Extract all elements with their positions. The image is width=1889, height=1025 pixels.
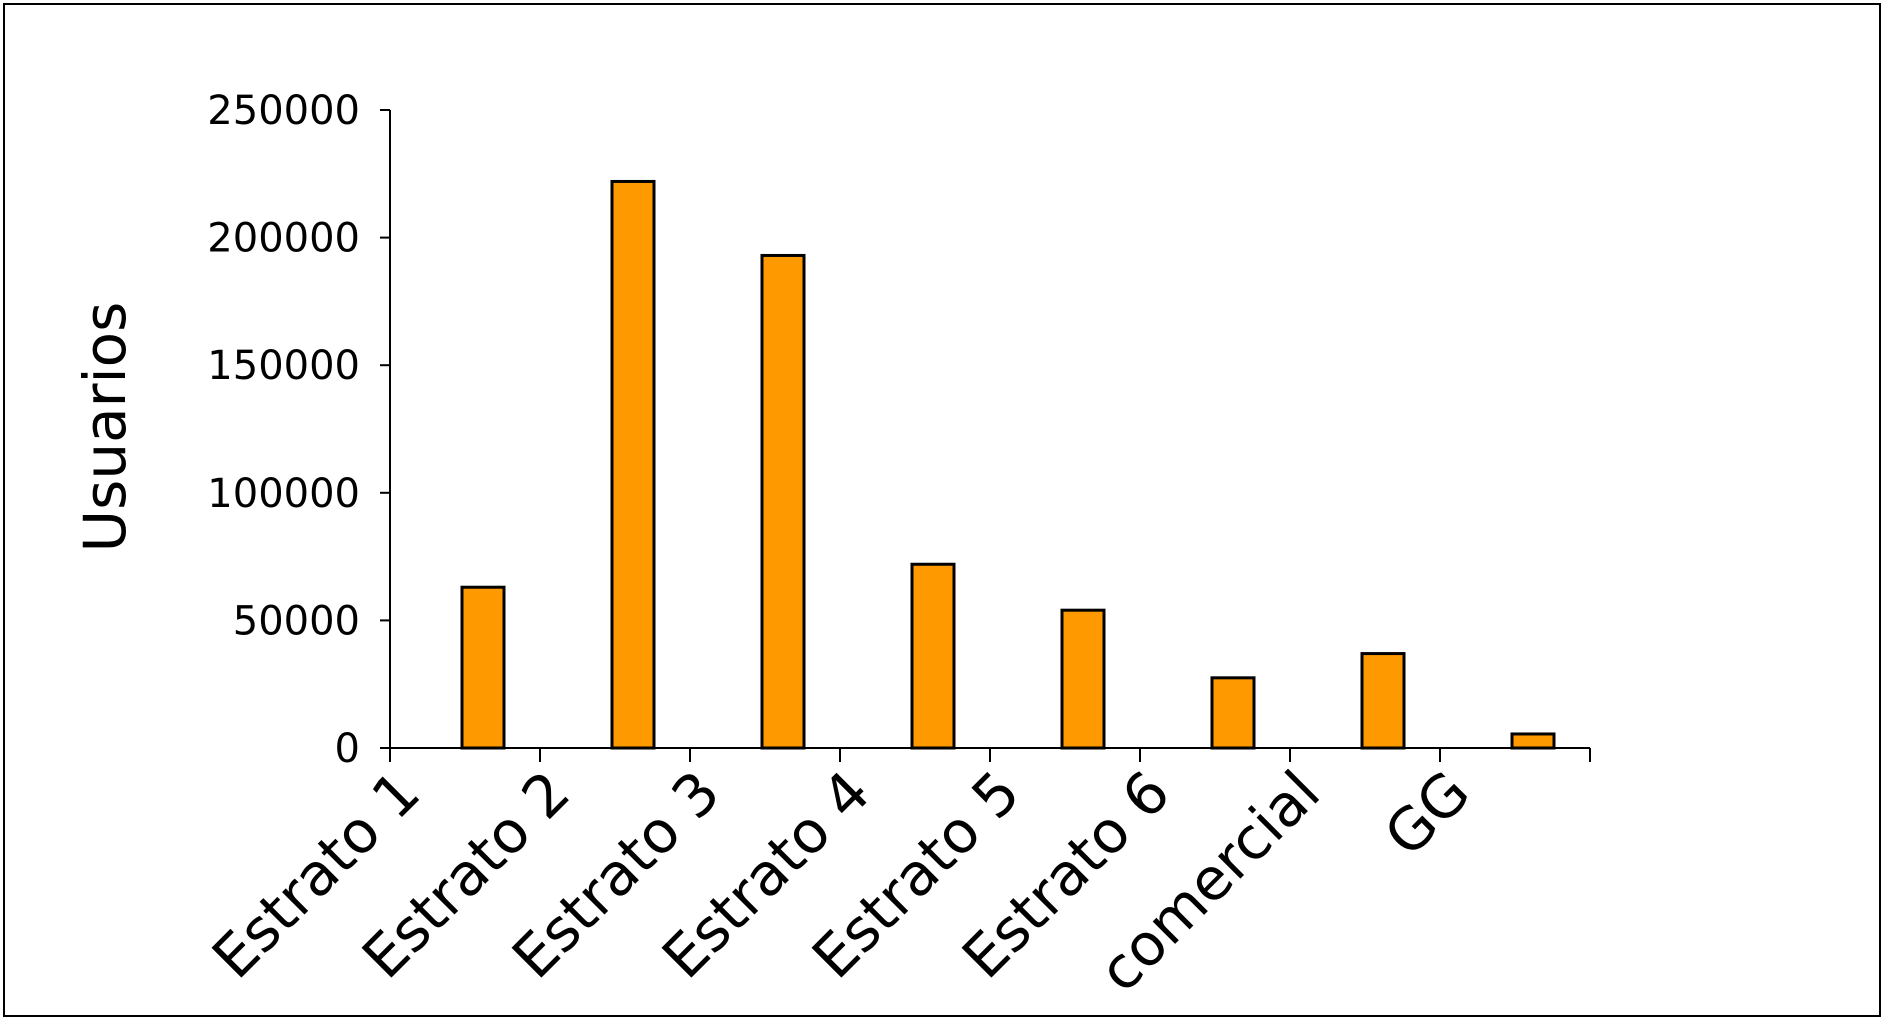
bar-estrato-5 [1060, 608, 1106, 750]
bar-gg [1510, 732, 1556, 750]
bar-comercial [1360, 652, 1406, 750]
bars [460, 179, 1556, 750]
y-tick-label: 150000 [207, 343, 360, 389]
y-tick-label: 0 [335, 726, 360, 772]
y-axis-title: Usuarios [71, 302, 139, 553]
x-category-label: GG [1371, 758, 1483, 870]
x-ticks [389, 748, 1591, 762]
y-tick-label: 100000 [207, 471, 360, 517]
bar-estrato-1 [460, 585, 506, 750]
bar-estrato-6 [1210, 676, 1256, 750]
y-tick-label: 250000 [207, 88, 360, 134]
bar-estrato-4 [910, 562, 956, 750]
bar-estrato-3 [760, 253, 806, 750]
y-ticks: 0 50000 100000 150000 200000 250000 [207, 88, 390, 772]
chart-frame [3, 3, 1881, 1017]
y-tick-label: 50000 [233, 598, 360, 644]
bar-estrato-2 [610, 179, 656, 750]
y-tick-label: 200000 [207, 216, 360, 262]
